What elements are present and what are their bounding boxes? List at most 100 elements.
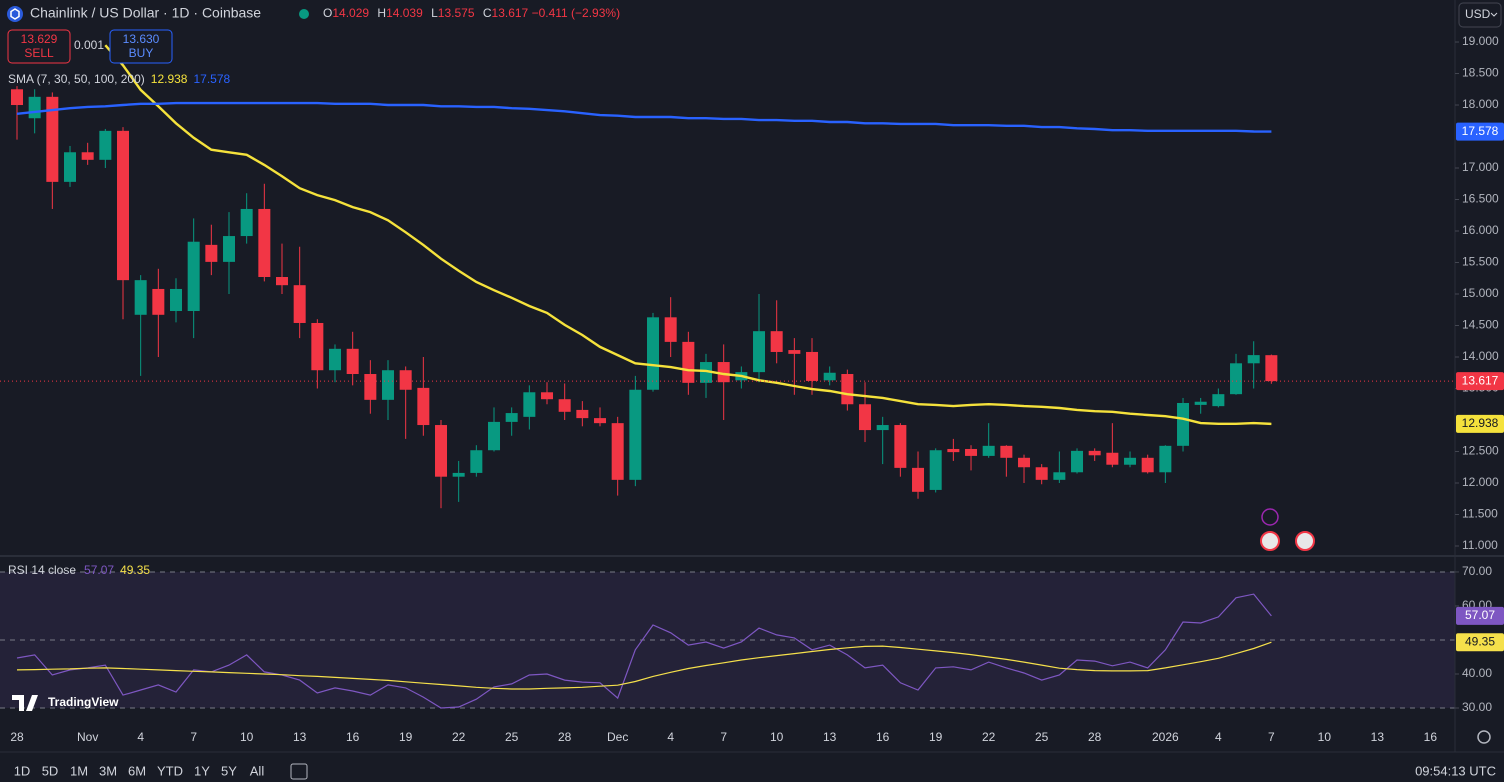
y-tick-label: 19.000: [1462, 34, 1499, 48]
x-tick-label: Dec: [607, 730, 628, 744]
indicator-legend: SMA (7, 30, 50, 100, 200) 12.938 17.578: [8, 72, 230, 86]
candle-body: [470, 450, 483, 473]
buy-price: 13.630: [123, 32, 160, 46]
last-value-label: 49.35: [1465, 634, 1495, 648]
candle-body: [611, 423, 624, 480]
timeframe-button[interactable]: 5D: [42, 763, 59, 778]
candle-body: [1035, 467, 1048, 480]
candle-body: [488, 421, 501, 451]
currency-caret: [1490, 12, 1498, 17]
candle-body: [11, 89, 23, 106]
y-tick-label: 14.000: [1462, 349, 1499, 363]
candle-body: [46, 96, 59, 182]
event-icon[interactable]: [1261, 508, 1279, 526]
candle-body: [682, 341, 695, 383]
x-tick-label: 7: [190, 730, 197, 744]
y-tick-label: 15.500: [1462, 255, 1499, 269]
x-tick-label: 10: [770, 730, 784, 744]
event-icon[interactable]: [1260, 531, 1280, 551]
timeframe-button[interactable]: All: [250, 763, 265, 778]
brand-logo: [12, 695, 38, 711]
indicator-value: 17.578: [193, 72, 230, 86]
last-value-tag: [1456, 414, 1504, 433]
candle-body: [1247, 355, 1260, 364]
candle-body: [152, 288, 165, 315]
timeframe-button[interactable]: 5Y: [221, 763, 237, 778]
timeframe-button[interactable]: 1D: [14, 763, 31, 778]
x-tick-label: 10: [240, 730, 254, 744]
currency-button[interactable]: [1458, 2, 1502, 28]
candle-body: [841, 374, 854, 405]
spread: 0.001: [74, 38, 104, 52]
event-icon[interactable]: [1295, 531, 1315, 551]
indicator-line: [16, 101, 1272, 133]
candle-body: [1159, 445, 1172, 473]
last-value-label: 12.938: [1462, 416, 1499, 430]
timeframe-button[interactable]: 1Y: [194, 763, 210, 778]
sell-price: 13.629: [21, 32, 58, 46]
x-tick-label: 22: [982, 730, 996, 744]
calendar-icon[interactable]: [290, 763, 308, 780]
candle-body: [435, 425, 448, 477]
y-tick-label: 30.00: [1462, 700, 1492, 714]
candle-body: [1106, 452, 1119, 465]
symbol-icon: [7, 6, 23, 22]
candle-body: [1177, 402, 1190, 446]
timeframe-button[interactable]: 1M: [70, 763, 88, 778]
candle-body: [876, 425, 889, 431]
plot-layer: [0, 44, 1455, 709]
x-tick-label: 4: [137, 730, 144, 744]
candle-body: [117, 130, 130, 281]
candle-body: [329, 348, 342, 371]
y-tick-label: 70.00: [1462, 564, 1492, 578]
candle-body: [770, 331, 783, 352]
rsi-name: RSI 14 close: [8, 563, 76, 577]
candle-body: [170, 288, 183, 312]
last-value-tag: [1456, 606, 1504, 625]
x-tick-label: 28: [10, 730, 24, 744]
ohlc-value: 13.617: [492, 6, 529, 20]
x-tick-label: 25: [505, 730, 519, 744]
candle-body: [1124, 457, 1137, 465]
ohlc-value: 14.029: [332, 6, 369, 20]
candle-body: [1000, 445, 1013, 458]
candle-body: [912, 467, 925, 492]
last-value-tag: [1456, 633, 1504, 652]
x-tick-label: 7: [720, 730, 727, 744]
candle-body: [823, 372, 836, 381]
ohlc-readout: O14.029 H14.039 L13.575 C13.617 −0.411 (…: [323, 6, 620, 20]
settings-icon[interactable]: [1477, 730, 1491, 744]
change: −0.411 (−2.93%): [532, 6, 621, 20]
rsi-value: 49.35: [120, 563, 150, 577]
candle-body: [859, 404, 872, 431]
timeframe-button[interactable]: 6M: [128, 763, 146, 778]
currency: USD: [1465, 7, 1491, 21]
y-tick-label: 16.500: [1462, 192, 1499, 206]
timeframe-button[interactable]: YTD: [157, 763, 183, 778]
buy-button[interactable]: [109, 29, 173, 64]
y-tick-label: 17.000: [1462, 160, 1499, 174]
candle-body: [1265, 355, 1278, 382]
candle-body: [134, 280, 147, 315]
candle-body: [364, 374, 377, 400]
candle-body: [240, 208, 253, 237]
last-value-tag: [1456, 122, 1504, 141]
brand-name: TradingView: [48, 695, 119, 709]
ohlc-value: 14.039: [386, 6, 423, 20]
ohlc-label: C: [483, 6, 492, 20]
candle-body: [594, 418, 607, 424]
timeframe-button[interactable]: 3M: [99, 763, 117, 778]
candle-body: [64, 152, 77, 182]
candle-body: [28, 96, 41, 119]
rsi-value: 57.07: [84, 563, 114, 577]
candle-body: [382, 370, 395, 400]
x-tick-label: 13: [1371, 730, 1385, 744]
x-tick-label: 22: [452, 730, 466, 744]
sell-button[interactable]: [7, 29, 71, 64]
candle-body: [1018, 457, 1031, 468]
market-status: [299, 9, 309, 19]
candle-body: [452, 472, 465, 477]
rsi-band: [0, 571, 1455, 708]
timeframe-bar: 1D 5D 1M 3M 6M YTD 1Y 5Y All: [14, 763, 265, 778]
x-tick-label: 10: [1318, 730, 1332, 744]
